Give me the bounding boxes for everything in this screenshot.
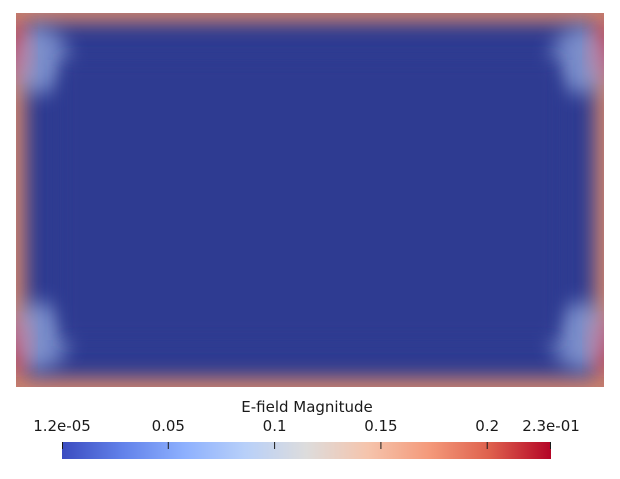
colorbar-tick-label: 0.05 [151, 417, 185, 435]
colorbar-title: E-field Magnitude [241, 398, 373, 416]
corner-halo-tr [552, 26, 604, 94]
colorbar-gradient [62, 442, 551, 459]
colorbar-fill [62, 442, 551, 459]
colorbar: E-field Magnitude 1.2e-05 0.05 0.1 0.15 0.2 2… [0, 395, 620, 479]
field-core [60, 60, 560, 340]
colorbar-tick-label: 1.2e-05 [33, 417, 91, 435]
field-plot [16, 13, 604, 387]
colorbar-tick-label: 0.1 [262, 417, 287, 435]
colorbar-tick-label: 0.2 [475, 417, 500, 435]
colorbar-tick-marks [62, 442, 551, 449]
corner-halo-br [552, 302, 604, 370]
colorbar-tick-label: 0.15 [364, 417, 398, 435]
field-svg [16, 13, 604, 387]
colorbar-tick-label: 2.3e-01 [522, 417, 580, 435]
corner-halo-tl [16, 26, 68, 94]
corner-halo-bl [16, 302, 68, 370]
